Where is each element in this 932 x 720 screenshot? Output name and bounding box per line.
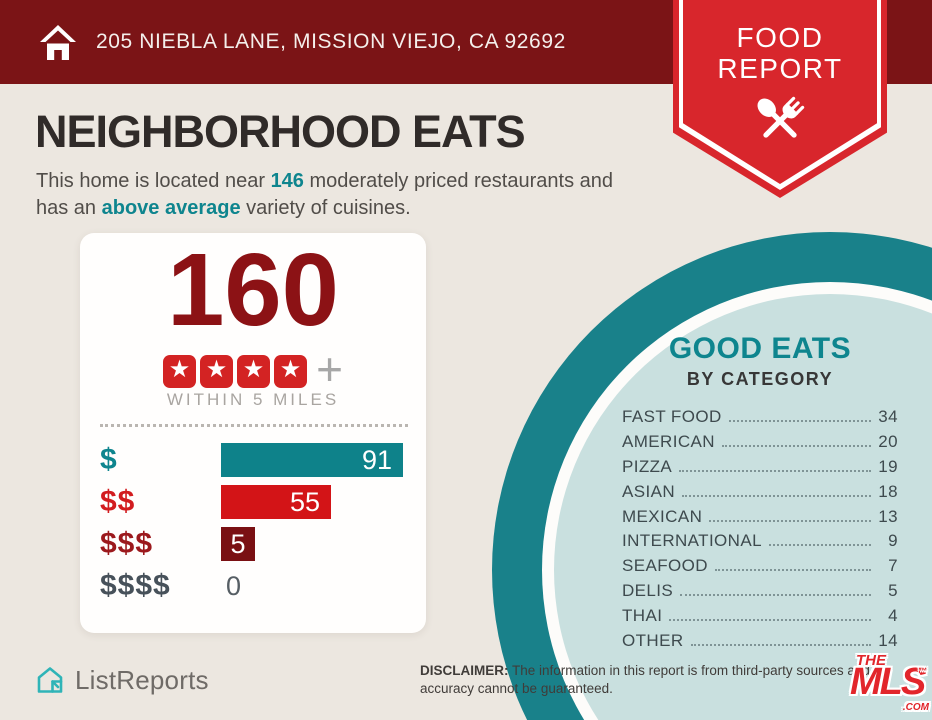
- category-value: 34: [878, 407, 898, 426]
- star-glyph: ★: [205, 356, 228, 383]
- good-eats-panel: GOOD EATS BY CATEGORY FAST FOOD 34 AMERICA…: [622, 332, 898, 656]
- plus-sign: +: [316, 343, 343, 395]
- property-address: 205 NIEBLA LANE, MISSION VIEJO, CA 92692: [96, 30, 566, 53]
- mls-logo-word: MLS: [850, 661, 926, 703]
- dotted-leader: [679, 469, 871, 472]
- good-eats-title: GOOD EATS: [668, 332, 852, 365]
- dotted-leader: [669, 619, 871, 622]
- star-glyph: ★: [168, 356, 191, 383]
- restaurant-summary-card: 160 ★ ★ ★ ★ + WITHIN 5 MILES $91 $$ 55 $$$ 5 $$$…: [80, 233, 426, 633]
- category-row: PIZZA 19: [622, 457, 898, 482]
- yelp-star-icon: ★: [163, 354, 197, 388]
- category-row: DELIS 5: [622, 581, 898, 606]
- price-tier-label: $$$$: [100, 569, 171, 602]
- category-value: 20: [878, 431, 898, 451]
- dashed-divider: [100, 424, 408, 427]
- category-label: INTERNATIONAL: [622, 531, 762, 551]
- category-label: ASIAN: [622, 481, 676, 501]
- dotted-leader: [728, 420, 871, 422]
- category-row: ASIAN 18: [622, 482, 898, 507]
- mls-logo-the: THE: [856, 652, 886, 669]
- good-eats-subtitle: BY CATEGORY: [686, 369, 834, 389]
- subtitle-text: This home is located near: [36, 170, 271, 192]
- restaurant-count: 160: [167, 232, 339, 347]
- star-rating: ★ ★ ★ ★: [163, 354, 308, 388]
- yelp-star-icon: ★: [200, 354, 234, 388]
- mls-logo-com: .COM: [902, 702, 929, 713]
- category-row: INTERNATIONAL 9: [622, 531, 898, 556]
- disclaimer-text: The information in this report is from t…: [420, 663, 870, 696]
- subtitle: This home is located near 146 moderately…: [36, 168, 646, 222]
- category-row: AMERICAN 20: [622, 432, 898, 457]
- disclaimer: DISCLAIMER: The information in this repo…: [420, 662, 894, 698]
- category-label: DELIS: [622, 581, 674, 601]
- listreports-house-icon: [37, 667, 63, 693]
- price-tier-label: $$$: [100, 527, 154, 560]
- star-glyph: ★: [242, 356, 265, 383]
- mls-trademark: ™: [918, 666, 927, 676]
- food-report-badge: FOOD REPORT: [673, 0, 887, 198]
- home-icon: [40, 25, 76, 60]
- category-value: 7: [888, 556, 898, 576]
- restaurant-count-highlight: 146: [270, 170, 304, 192]
- price-tier-row: $$ 55: [80, 485, 412, 519]
- price-tier-bar: 91: [221, 443, 403, 477]
- category-row: SEAFOOD 7: [622, 556, 898, 581]
- category-value: 13: [878, 506, 898, 526]
- category-row: MEXICAN 13: [622, 507, 898, 532]
- dotted-leader: [768, 544, 871, 547]
- category-label: MEXICAN: [622, 506, 703, 526]
- themls-logo: THE MLS ™ .COM: [849, 652, 929, 716]
- category-value: 18: [878, 481, 898, 501]
- yelp-star-icon: ★: [237, 354, 271, 388]
- brand-name: ListReports: [75, 664, 209, 695]
- spoon-fork-icon: [757, 96, 805, 138]
- category-value: 14: [878, 631, 898, 651]
- category-label: PIZZA: [622, 456, 673, 476]
- category-label: OTHER: [622, 631, 684, 651]
- disclaimer-label: DISCLAIMER:: [420, 663, 509, 678]
- dotted-leader: [721, 444, 871, 447]
- category-value: 9: [888, 531, 898, 551]
- dotted-leader: [680, 594, 871, 597]
- category-row: OTHER 14: [622, 631, 898, 656]
- category-label: AMERICAN: [622, 431, 715, 451]
- price-tier-bar: 5: [221, 527, 255, 561]
- price-tier-row: $91: [80, 443, 412, 477]
- price-tier-row: $$$$ 0: [80, 569, 412, 603]
- price-bars: $91 $$ 55 $$$ 5 $$$$ 0: [80, 443, 412, 611]
- dotted-leader: [714, 569, 871, 572]
- badge-title-line1: FOOD: [736, 22, 824, 53]
- price-tier-label: $$: [100, 485, 136, 518]
- subtitle-text: moderately priced restaurants and has an: [36, 170, 613, 219]
- dotted-leader: [709, 519, 871, 522]
- page-title: NEIGHBORHOOD EATS: [35, 106, 526, 157]
- variety-highlight: above average: [101, 197, 241, 219]
- price-tier-bar: 55: [221, 485, 331, 519]
- category-label: FAST FOOD: [622, 407, 722, 426]
- category-value: 19: [878, 456, 898, 476]
- price-tier-zero-value: 0: [226, 570, 242, 601]
- category-label: SEAFOOD: [622, 556, 708, 576]
- radius-label: WITHIN 5 MILES: [166, 390, 340, 409]
- category-value: 5: [888, 581, 898, 601]
- listreports-logo: ListReports: [34, 664, 209, 696]
- rating-row: ★ ★ ★ ★ +: [80, 346, 426, 392]
- subtitle-text: variety of cuisines.: [240, 197, 411, 219]
- category-label: THAI: [622, 606, 663, 626]
- dotted-leader: [682, 494, 871, 497]
- dotted-leader: [690, 644, 871, 647]
- category-value: 4: [888, 606, 898, 626]
- yelp-star-icon: ★: [274, 354, 308, 388]
- badge-title-line2: REPORT: [717, 53, 843, 85]
- category-list: FAST FOOD 34 AMERICAN 20 PIZZA 19 ASIAN 18 MEXIC…: [622, 407, 898, 656]
- price-tier-label: $: [100, 443, 118, 476]
- price-tier-row: $$$ 5: [80, 527, 412, 561]
- category-row: THAI 4: [622, 606, 898, 631]
- category-row: FAST FOOD 34: [622, 407, 898, 432]
- star-glyph: ★: [279, 356, 302, 383]
